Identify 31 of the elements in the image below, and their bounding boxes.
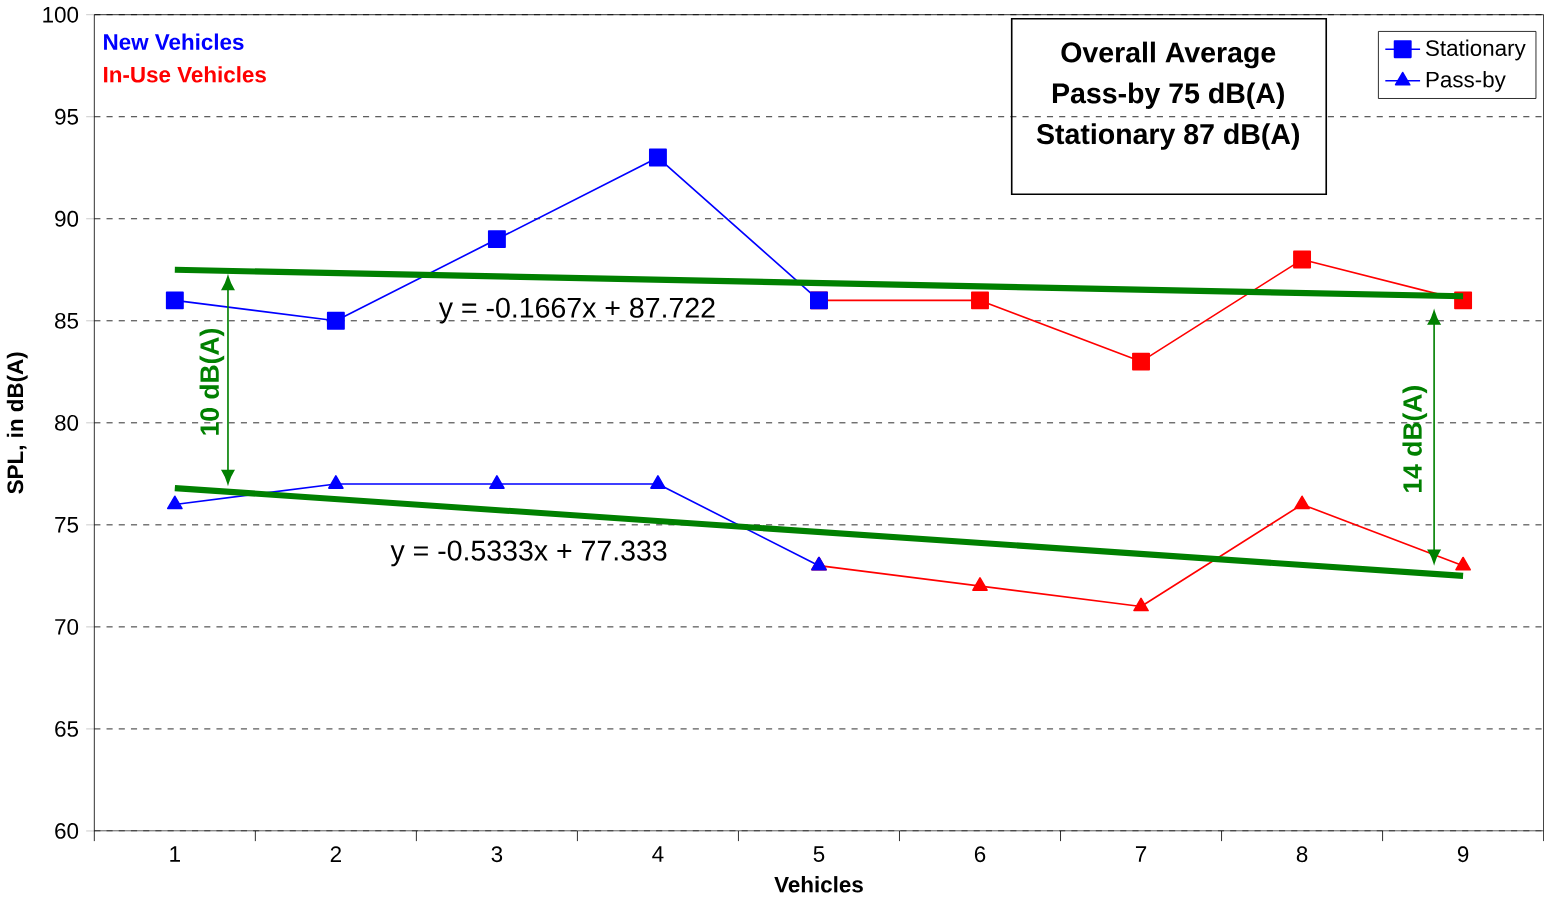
y-tick-label: 65 (55, 720, 79, 737)
y-tick-label: 60 (55, 822, 79, 839)
annotation: Overall Average (1061, 41, 1276, 69)
x-tick-label: 8 (1296, 846, 1308, 862)
annotation: 14 dB(A) (1402, 385, 1428, 492)
x-tick-label: 2 (330, 846, 341, 862)
annotation: Stationary 87 dB(A) (1036, 123, 1300, 150)
legend-label: Pass-by (1426, 70, 1506, 92)
x-tick-label: 1 (170, 846, 180, 862)
y-tick-label: 90 (55, 210, 79, 227)
y-tick-label: 80 (55, 414, 79, 431)
annotation: y = -0.1667x + 87.722 (438, 297, 715, 324)
y-tick-label: 85 (55, 312, 79, 329)
y-tick-label: 100 (43, 6, 79, 23)
y-axis-title: SPL, in dB(A) (6, 352, 28, 494)
annotation: In-Use Vehicles (104, 65, 266, 83)
x-tick-label: 7 (1135, 846, 1147, 862)
annotation: New Vehicles (104, 33, 244, 50)
x-tick-label: 4 (652, 846, 664, 862)
y-tick-label: 95 (55, 108, 79, 125)
annotation: 10 dB(A) (199, 328, 225, 435)
x-tick-label: 5 (813, 846, 825, 862)
legend-label: Stationary (1425, 39, 1526, 61)
x-tick-label: 3 (491, 846, 503, 862)
y-tick-label: 70 (55, 618, 79, 635)
x-tick-label: 6 (974, 846, 986, 862)
y-tick-label: 75 (55, 516, 79, 533)
x-tick-label: 9 (1457, 846, 1469, 862)
x-axis-title: Vehicles (774, 875, 863, 893)
annotation: Pass-by 75 dB(A) (1052, 82, 1284, 109)
annotation: y = -0.5333x + 77.333 (390, 540, 667, 567)
